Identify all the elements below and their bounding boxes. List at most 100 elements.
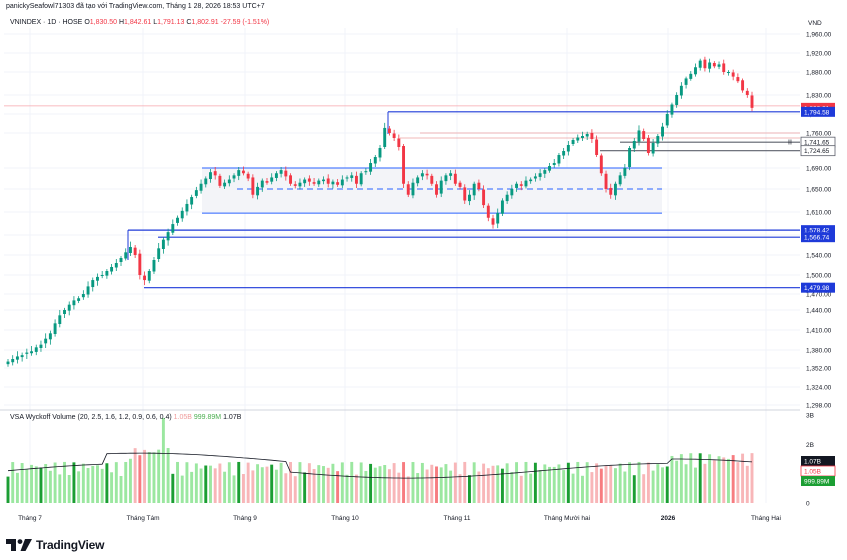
volume-bar [458,474,462,503]
symbol-name: VNINDEX · 1D · HOSE [10,19,83,26]
volume-bar [745,465,749,503]
indicator-legend[interactable]: VSA Wyckoff Volume (20, 2.5, 1.6, 1.2, 0… [10,414,241,421]
volume-bar [750,453,754,503]
candle-body [133,247,137,255]
candle-body [543,170,547,174]
volume-bar [317,465,321,503]
candle-body [171,224,175,233]
candle-body [81,294,85,298]
volume-bar [44,463,48,503]
indicator-value-3: 1.07B [223,414,242,421]
candle-body [430,175,434,184]
volume-bar [39,467,43,503]
volume-bar [166,448,170,503]
candle-body [500,200,504,214]
candle-body [618,175,622,185]
volume-bar [581,475,584,503]
tradingview-logo[interactable]: TradingView [6,538,104,552]
volume-bar [209,465,212,503]
volume-bar [124,461,128,503]
volume-bar [369,463,373,503]
candle-body [185,203,189,212]
volume-bar [114,462,118,503]
candle-body [402,146,406,184]
candle-body [515,183,519,188]
candle-body [741,80,745,91]
volume-bar [557,464,561,503]
candle-body [190,197,194,205]
volume-bar [646,462,650,503]
candle-body [552,163,556,165]
indicator-value-2: 999.89M [193,414,222,421]
candle-body [378,148,382,158]
volume-bar [387,469,391,503]
candle-body [279,170,283,174]
volume-bar [378,466,382,503]
volume-bar [340,462,344,503]
candle-body [665,114,669,126]
candle-body [458,182,462,187]
volume-bar [708,454,712,503]
symbol-legend[interactable]: VNINDEX · 1D · HOSE O1,830.50 H1,842.61 … [10,19,269,26]
volume-bar [500,468,504,503]
y-tick-label: 1,470.00 [806,292,832,299]
y-tick-label: 1,610.00 [806,210,832,217]
volume-bar [731,455,735,503]
candle-body [581,136,584,138]
candle-body [599,155,603,174]
candle-body [67,304,71,311]
volume-bar [15,472,19,503]
volume-bar [604,465,608,503]
volume-bar [25,469,29,503]
candle-body [557,155,561,164]
volume-bar [397,472,401,503]
x-tick-label: 2026 [661,515,676,522]
candle-body [675,95,679,105]
volume-bar [34,466,38,503]
candle-body [661,126,664,137]
volume-label-box [801,476,835,486]
candle-body [227,179,231,184]
volume-bar [194,463,198,503]
volume-bar [519,475,523,503]
candle-body [694,67,697,75]
x-tick-label: Tháng 10 [331,515,359,522]
y-tick-label: 1,960.00 [806,32,832,39]
volume-bar [81,463,85,503]
candle-body [326,178,330,184]
candle-body [387,128,391,133]
volume-bar [533,462,537,503]
volume-bar [468,475,471,503]
candle-body [689,73,693,79]
indicator-value-1: 1.05B [173,414,192,421]
candle-body [679,85,683,96]
candle-body [114,263,118,268]
volume-bar [241,474,245,503]
volume-bar [110,472,114,503]
candle-body [241,170,245,174]
volume-bar [232,475,236,503]
volume-bar [576,461,580,503]
candle-body [209,172,212,180]
volume-bar [510,472,514,503]
volume-bar [665,466,669,503]
volume-bar [63,461,66,503]
candle-body [397,138,401,147]
volume-bar [312,469,316,503]
volume-bar [538,470,542,503]
volume-bar [444,464,448,503]
candle-body [420,173,424,177]
volume-bar [420,462,424,503]
y-tick-label: 1,920.00 [806,51,832,58]
volume-label: 1.07B [804,459,821,466]
volume-bar [562,470,566,503]
volume-bar [67,475,71,503]
candle-body [20,355,24,358]
candle-body [289,175,292,184]
volume-bar [402,462,406,503]
volume-bar [679,454,683,503]
volume-bar [251,470,255,503]
candle-body [218,175,222,186]
volume-label: 999.89M [804,479,829,486]
